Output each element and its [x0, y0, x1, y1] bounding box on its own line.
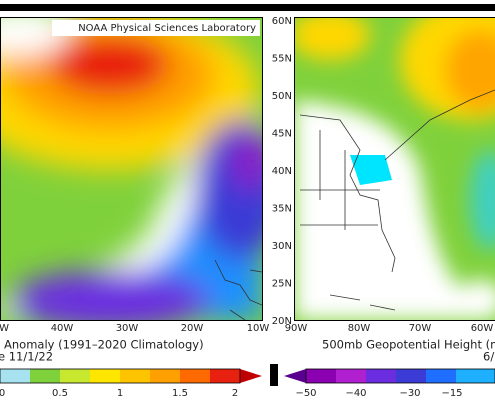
lat-label: 45N — [272, 129, 292, 140]
credit: NOAA Physical Sciences Laboratory — [78, 23, 256, 34]
right-colorbar — [284, 368, 495, 384]
colorbar-label: −50 — [295, 388, 316, 399]
caption: 500mb Geopotential Height (m — [322, 338, 495, 352]
lat-label: 25N — [272, 279, 292, 290]
credit-box — [52, 20, 260, 36]
caption: Anomaly (1991–2020 Climatology) — [4, 338, 204, 352]
caption: 6/ — [483, 350, 494, 364]
lon-label: 80W — [348, 323, 371, 334]
lat-label: 35N — [272, 204, 292, 215]
top-bar — [0, 4, 495, 11]
divider — [270, 364, 278, 386]
colorbar-label: 2 — [232, 388, 238, 399]
lon-label: 40W — [51, 323, 74, 334]
colorbar-label: 0 — [0, 388, 5, 399]
lat-label: 55N — [272, 54, 292, 65]
colorbar-label: 0.5 — [52, 388, 68, 399]
lat-label: 20N — [272, 316, 292, 327]
left-colorbar — [0, 368, 262, 384]
colorbar-label: −30 — [399, 388, 420, 399]
right-frame — [294, 17, 495, 321]
lat-label: 50N — [272, 91, 292, 102]
colorbar-label: 1.5 — [172, 388, 188, 399]
lon-label: W — [0, 323, 9, 334]
lon-label: 90W — [285, 323, 308, 334]
colorbar-label: 1 — [117, 388, 123, 399]
lat-label: 60N — [272, 16, 292, 27]
lat-label: 40N — [272, 166, 292, 177]
caption: e 11/1/22 — [0, 350, 53, 364]
right-map — [294, 18, 495, 320]
colorbar-label: −15 — [441, 388, 462, 399]
lon-label: 70W — [409, 323, 432, 334]
lon-label: 60W — [471, 323, 494, 334]
left-frame — [0, 17, 263, 321]
lat-label: 30N — [272, 241, 292, 252]
lon-label: 10W — [247, 323, 270, 334]
lon-label: 30W — [116, 323, 139, 334]
left-map — [0, 18, 262, 320]
colorbar-label: −40 — [345, 388, 366, 399]
lon-label: 20W — [181, 323, 204, 334]
